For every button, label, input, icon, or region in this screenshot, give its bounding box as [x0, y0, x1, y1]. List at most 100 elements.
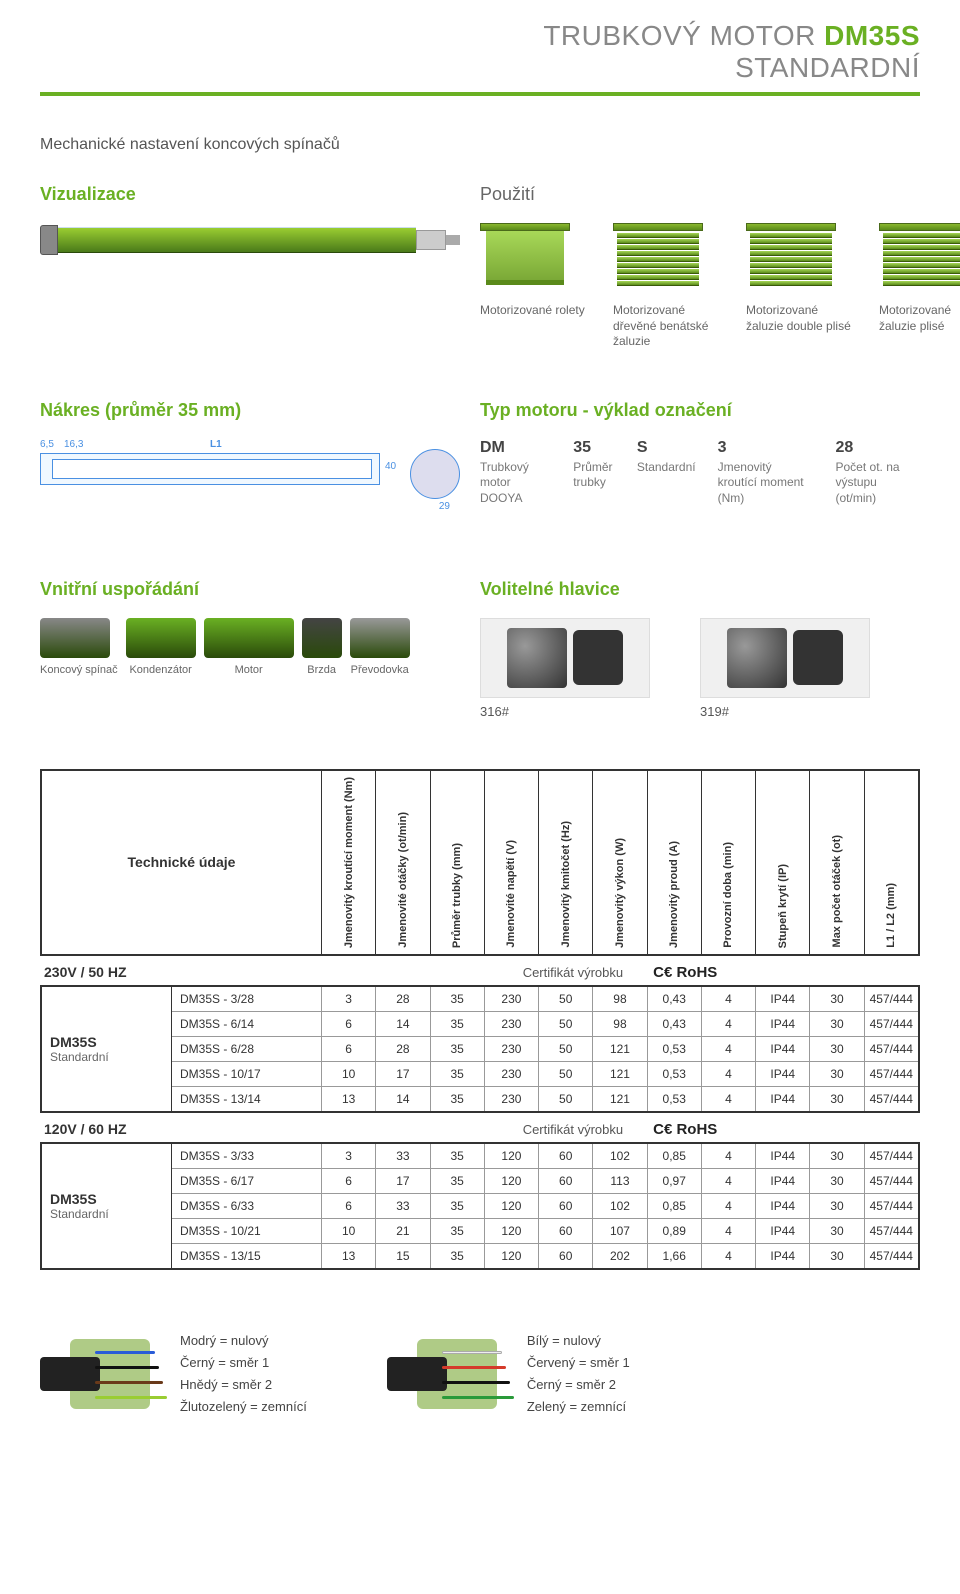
row-cell: 4 [702, 1169, 756, 1193]
model-sub: Standardní [50, 1207, 163, 1221]
title-divider [40, 92, 920, 96]
row-cell: 60 [539, 1144, 593, 1168]
row-cell: 30 [810, 1037, 864, 1061]
cert-marks: C€ RoHS [653, 1121, 717, 1138]
row-cell: IP44 [756, 1087, 810, 1111]
row-cell: 6 [322, 1169, 376, 1193]
row-cell: IP44 [756, 1037, 810, 1061]
internal-part: Převodovka [350, 618, 410, 676]
row-cell: 0,53 [648, 1062, 702, 1086]
use-label: Motorizované žaluzie double plisé [746, 303, 851, 334]
table-row: DM35S - 10/21102135120601070,894IP443045… [172, 1219, 918, 1244]
row-cell: 6 [322, 1037, 376, 1061]
row-cell: 457/444 [865, 1012, 918, 1036]
row-cell: 121 [593, 1087, 647, 1111]
row-name: DM35S - 13/14 [172, 1087, 322, 1111]
row-cell: 30 [810, 987, 864, 1011]
row-cell: 35 [431, 1037, 485, 1061]
table-row: DM35S - 6/3363335120601020,854IP4430457/… [172, 1194, 918, 1219]
row-cell: 13 [322, 1244, 376, 1268]
data-block: DM35SStandardníDM35S - 3/283283523050980… [40, 985, 920, 1113]
row-cell: 4 [702, 1244, 756, 1268]
cert-label: Certifikát výrobku [523, 1122, 623, 1137]
row-cell: 120 [485, 1219, 539, 1243]
use-grid: Motorizované roletyMotorizované dřevěné … [480, 223, 960, 350]
row-cell: 35 [431, 1219, 485, 1243]
row-cell: IP44 [756, 1194, 810, 1218]
row-cell: 230 [485, 987, 539, 1011]
type-col: 35Průměr trubky [573, 439, 615, 507]
table-row: DM35S - 6/146143523050980,434IP4430457/4… [172, 1012, 918, 1037]
row-cell: 4 [702, 987, 756, 1011]
row-cell: 21 [376, 1219, 430, 1243]
row-cell: 10 [322, 1062, 376, 1086]
use-label: Motorizované rolety [480, 303, 585, 319]
subheading: Mechanické nastavení koncových spínačů [40, 136, 920, 154]
type-desc: Průměr trubky [573, 460, 615, 491]
row-cell: 0,89 [648, 1219, 702, 1243]
row-cell: 102 [593, 1194, 647, 1218]
wire-label: Černý = směr 2 [527, 1374, 630, 1396]
row-cell: IP44 [756, 1012, 810, 1036]
row-cell: 457/444 [865, 987, 918, 1011]
spec-column-header: Jmenovitý proud (A) [648, 771, 702, 954]
table-row: DM35S - 13/15131535120602021,664IP443045… [172, 1244, 918, 1268]
row-cell: 4 [702, 1087, 756, 1111]
spec-column-header: L1 / L2 (mm) [865, 771, 918, 954]
wire-label: Žlutozelený = zemnící [180, 1396, 307, 1418]
row-cell: 6 [322, 1194, 376, 1218]
row-cell: 4 [702, 1219, 756, 1243]
internal-part: Brzda [302, 618, 342, 676]
motor-tube-illustration [40, 223, 460, 257]
row-cell: 35 [431, 1012, 485, 1036]
table-row: DM35S - 6/1761735120601130,974IP4430457/… [172, 1169, 918, 1194]
row-cell: 60 [539, 1219, 593, 1243]
row-cell: 4 [702, 1012, 756, 1036]
row-cell: 0,43 [648, 1012, 702, 1036]
spec-column-header: Stupeň krytí (IP) [756, 771, 810, 954]
row-cell: 102 [593, 1144, 647, 1168]
row-name: DM35S - 10/17 [172, 1062, 322, 1086]
row-cell: IP44 [756, 987, 810, 1011]
table-row: DM35S - 3/283283523050980,434IP4430457/4… [172, 987, 918, 1012]
use-label: Motorizované žaluzie plisé [879, 303, 960, 334]
spec-column-header: Jmenovité otáčky (ot/min) [376, 771, 430, 954]
row-cell: 30 [810, 1194, 864, 1218]
type-col: DM Trubkový motor DOOYA [480, 439, 551, 507]
row-cell: 33 [376, 1194, 430, 1218]
row-cell: 120 [485, 1244, 539, 1268]
row-cell: 35 [431, 1087, 485, 1111]
row-cell: 30 [810, 1244, 864, 1268]
row-cell: 120 [485, 1194, 539, 1218]
cert-label: Certifikát výrobku [523, 965, 623, 980]
row-name: DM35S - 6/28 [172, 1037, 322, 1061]
voltage-label: 120V / 60 HZ [40, 1121, 320, 1137]
row-cell: 30 [810, 1087, 864, 1111]
row-cell: 457/444 [865, 1219, 918, 1243]
row-cell: 0,43 [648, 987, 702, 1011]
wire-label: Modrý = nulový [180, 1330, 307, 1352]
row-cell: 14 [376, 1012, 430, 1036]
spec-column-header: Průměr trubky (mm) [431, 771, 485, 954]
row-cell: 35 [431, 1144, 485, 1168]
type-code: 3 [718, 439, 814, 457]
row-cell: 30 [810, 1062, 864, 1086]
type-grid: DMTrubkový motor DOOYA35Průměr trubkySSt… [480, 439, 920, 507]
row-cell: 457/444 [865, 1194, 918, 1218]
model-sub: Standardní [50, 1050, 163, 1064]
type-desc: Počet ot. na výstupu (ot/min) [836, 460, 921, 507]
row-cell: 0,53 [648, 1037, 702, 1061]
voltage-row: 120V / 60 HZ Certifikát výrobku C€ RoHS [40, 1121, 920, 1138]
type-desc: Jmenovitý kroutící moment (Nm) [718, 460, 814, 507]
type-code: DM [480, 439, 551, 457]
type-desc: Trubkový motor DOOYA [480, 460, 551, 507]
use-heading: Použití [480, 184, 960, 205]
table-row: DM35S - 10/17101735230501210,534IP443045… [172, 1062, 918, 1087]
row-cell: 457/444 [865, 1169, 918, 1193]
wiring-diagram: Bílý = nulovýČervený = směr 1Černý = smě… [387, 1330, 630, 1418]
row-cell: 202 [593, 1244, 647, 1268]
row-cell: 35 [431, 1169, 485, 1193]
spec-column-header: Jmenovitý kroutící moment (Nm) [322, 771, 376, 954]
page-title-block: TRUBKOVÝ MOTOR DM35S STANDARDNÍ [40, 20, 920, 84]
data-block: DM35SStandardníDM35S - 3/333333512060102… [40, 1142, 920, 1270]
